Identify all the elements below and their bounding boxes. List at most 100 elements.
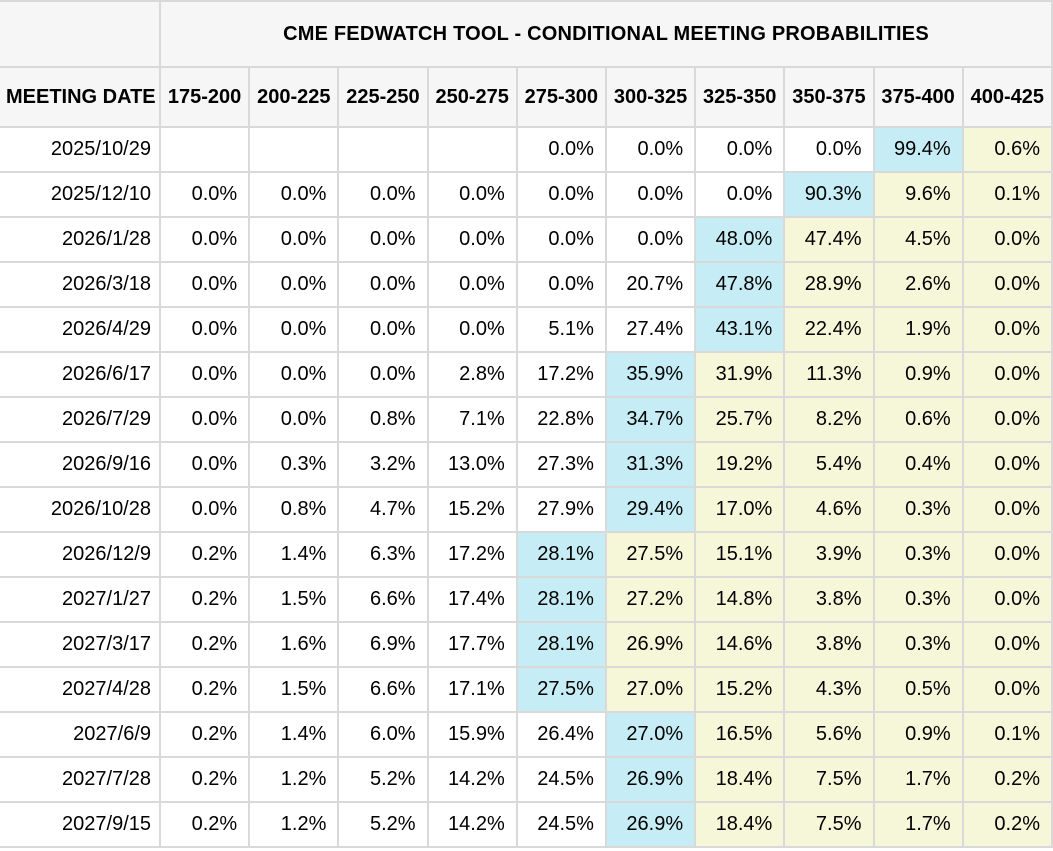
probability-cell: 34.7% — [604, 396, 697, 443]
probability-cell: 0.0% — [426, 306, 518, 353]
probability-cell: 1.2% — [248, 756, 340, 803]
probability-cell: 0.0% — [515, 261, 607, 308]
table-row: 2026/3/18 0.0% 0.0% 0.0% 0.0% 0.0% 20.7% 47.8% 2… — [0, 261, 1053, 308]
probability-cell: 14.6% — [694, 621, 786, 668]
meeting-date-cell: 2026/7/29 — [0, 396, 161, 443]
probability-cell — [337, 126, 429, 173]
table-row: 2027/3/17 0.2% 1.6% 6.9% 17.7% 28.1% 26.9% 14.6… — [0, 621, 1053, 668]
probability-cell — [248, 126, 340, 173]
probability-cell: 7.1% — [426, 396, 518, 443]
probability-cell: 0.0% — [248, 351, 340, 398]
probability-cell: 3.8% — [783, 621, 875, 668]
probability-cell: 0.0% — [248, 171, 340, 218]
meeting-date-cell: 2027/6/9 — [0, 711, 161, 758]
meeting-date-cell: 2026/9/16 — [0, 441, 161, 488]
probability-cell: 1.9% — [872, 306, 964, 353]
probability-cell: 18.4% — [694, 801, 786, 848]
probability-cell: 0.0% — [604, 216, 697, 263]
probability-cell: 0.3% — [872, 531, 964, 578]
probability-cell: 1.5% — [248, 666, 340, 713]
meeting-date-cell: 2027/3/17 — [0, 621, 161, 668]
probability-cell: 0.0% — [515, 171, 607, 218]
probability-cell: 0.4% — [872, 441, 964, 488]
probability-cell: 35.9% — [604, 351, 697, 398]
title-row: CME FEDWATCH TOOL - CONDITIONAL MEETING … — [0, 0, 1053, 68]
probability-cell: 8.2% — [783, 396, 875, 443]
probability-cell: 5.1% — [515, 306, 607, 353]
probability-cell: 0.2% — [961, 801, 1053, 848]
probability-cell: 0.5% — [872, 666, 964, 713]
probability-cell: 0.0% — [604, 171, 697, 218]
probability-cell: 27.4% — [604, 306, 697, 353]
probability-cell: 4.7% — [337, 486, 429, 533]
rate-range-header: 300-325 — [604, 66, 697, 128]
probability-cell: 0.0% — [961, 396, 1053, 443]
probability-cell: 0.9% — [872, 351, 964, 398]
probability-cell: 0.0% — [158, 396, 251, 443]
probability-cell: 0.0% — [961, 621, 1053, 668]
probability-cell: 31.3% — [604, 441, 697, 488]
probability-cell: 0.2% — [158, 576, 251, 623]
probability-cell: 22.8% — [515, 396, 607, 443]
meeting-date-cell: 2025/10/29 — [0, 126, 161, 173]
table-row: 2026/4/29 0.0% 0.0% 0.0% 0.0% 5.1% 27.4% 43.1% 2… — [0, 306, 1053, 353]
probability-cell: 1.4% — [248, 531, 340, 578]
probability-cell: 6.6% — [337, 666, 429, 713]
probability-cell: 0.1% — [961, 171, 1053, 218]
probability-cell: 0.0% — [961, 216, 1053, 263]
probability-cell: 0.0% — [515, 126, 607, 173]
probability-cell: 15.9% — [426, 711, 518, 758]
probability-cell: 0.0% — [158, 306, 251, 353]
probability-cell: 6.9% — [337, 621, 429, 668]
probability-cell: 15.1% — [694, 531, 786, 578]
meeting-date-cell: 2027/4/28 — [0, 666, 161, 713]
probability-cell: 0.0% — [337, 216, 429, 263]
probability-cell: 5.2% — [337, 801, 429, 848]
probability-cell: 28.1% — [515, 621, 607, 668]
probability-cell: 90.3% — [783, 171, 875, 218]
probability-cell: 43.1% — [694, 306, 786, 353]
probability-cell: 0.2% — [158, 531, 251, 578]
probability-cell: 0.2% — [158, 801, 251, 848]
probability-cell: 0.3% — [872, 576, 964, 623]
probability-cell: 27.9% — [515, 486, 607, 533]
probability-cell: 28.9% — [783, 261, 875, 308]
probability-cell: 1.7% — [872, 756, 964, 803]
probability-cell: 0.8% — [248, 486, 340, 533]
table-row: 2026/7/29 0.0% 0.0% 0.8% 7.1% 22.8% 34.7% 25.7%… — [0, 396, 1053, 443]
probability-cell: 7.5% — [783, 756, 875, 803]
rate-range-header: 225-250 — [337, 66, 429, 128]
probability-cell: 0.0% — [604, 126, 697, 173]
probability-cell: 0.2% — [158, 756, 251, 803]
rate-range-header: 350-375 — [783, 66, 875, 128]
probability-cell: 48.0% — [694, 216, 786, 263]
rate-range-header: 175-200 — [158, 66, 251, 128]
probability-cell: 2.6% — [872, 261, 964, 308]
probability-cell: 24.5% — [515, 756, 607, 803]
probability-cell: 0.0% — [337, 351, 429, 398]
probability-cell: 28.1% — [515, 576, 607, 623]
meeting-date-cell: 2027/7/28 — [0, 756, 161, 803]
meeting-date-cell: 2026/10/28 — [0, 486, 161, 533]
probability-cell: 14.8% — [694, 576, 786, 623]
probability-cell: 28.1% — [515, 531, 607, 578]
probability-cell: 27.0% — [604, 666, 697, 713]
probability-cell: 4.5% — [872, 216, 964, 263]
probability-cell: 29.4% — [604, 486, 697, 533]
probability-cell: 4.6% — [783, 486, 875, 533]
probability-cell: 0.0% — [158, 441, 251, 488]
probability-cell: 0.3% — [248, 441, 340, 488]
probability-cell: 0.0% — [337, 171, 429, 218]
probability-cell: 13.0% — [426, 441, 518, 488]
meeting-date-header: MEETING DATE — [0, 66, 161, 128]
probability-cell: 17.4% — [426, 576, 518, 623]
probability-cell: 0.0% — [961, 306, 1053, 353]
probability-cell: 2.8% — [426, 351, 518, 398]
table-row: 2026/12/9 0.2% 1.4% 6.3% 17.2% 28.1% 27.5% 15.1… — [0, 531, 1053, 578]
meeting-date-cell: 2026/12/9 — [0, 531, 161, 578]
probability-cell: 6.3% — [337, 531, 429, 578]
probability-cell: 9.6% — [872, 171, 964, 218]
rate-range-header: 400-425 — [961, 66, 1053, 128]
probability-cell: 0.6% — [872, 396, 964, 443]
probability-cell: 27.5% — [515, 666, 607, 713]
